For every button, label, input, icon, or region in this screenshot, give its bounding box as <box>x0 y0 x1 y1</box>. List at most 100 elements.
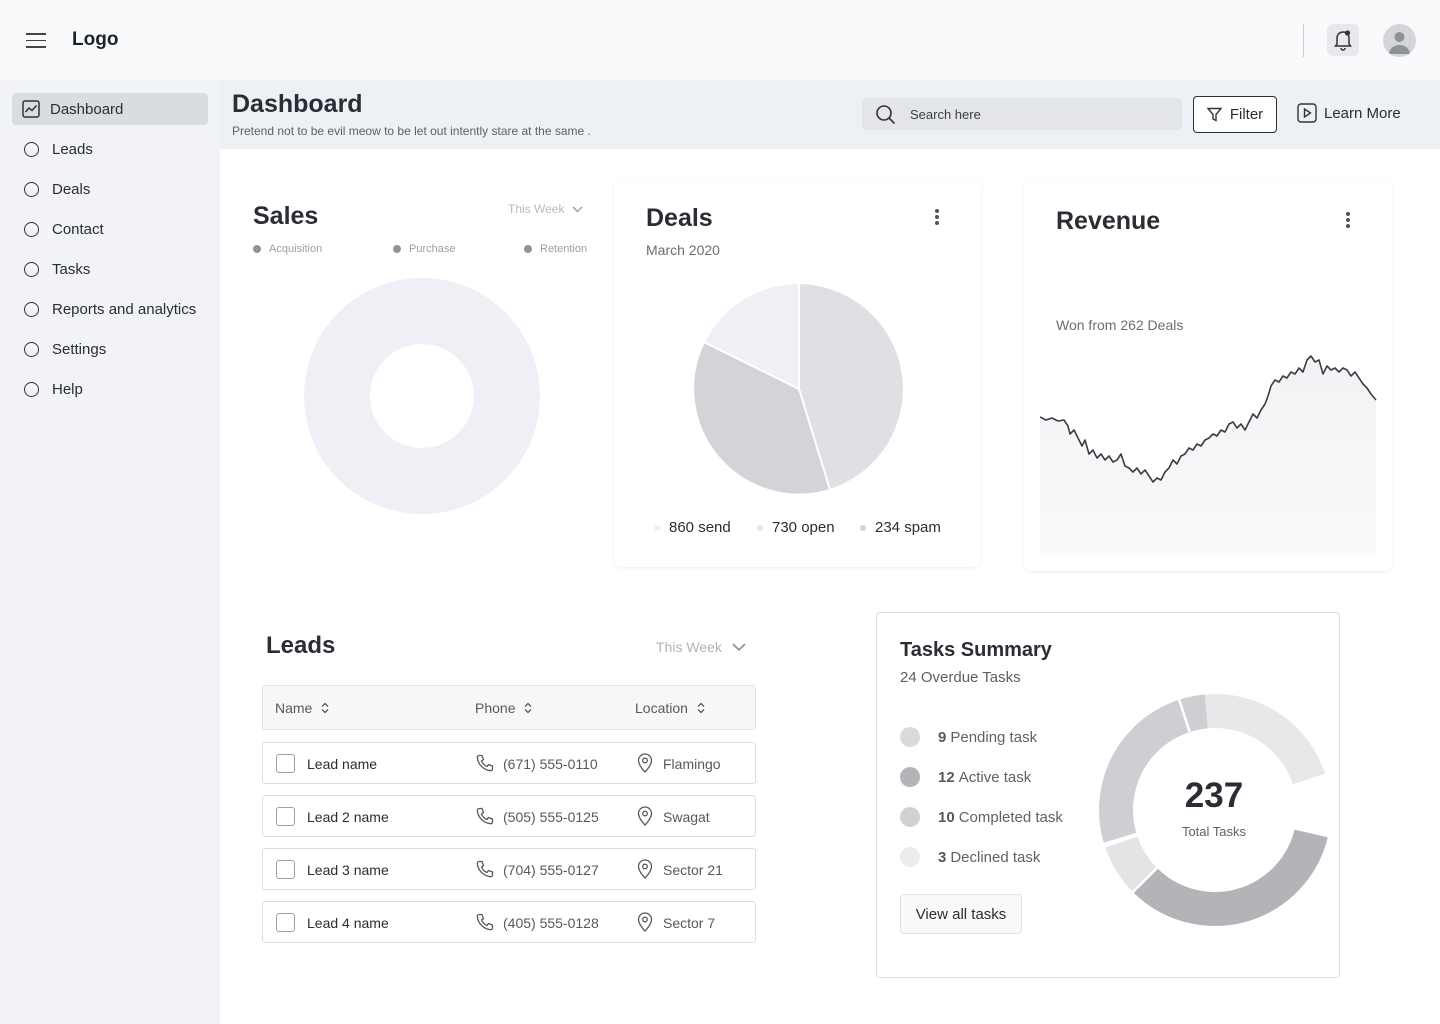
legend-label: 234 spam <box>875 519 941 536</box>
sort-icon <box>321 702 329 714</box>
location-pin-icon <box>637 753 653 773</box>
sidebar-item-leads[interactable]: Leads <box>12 133 208 165</box>
task-count: 10 <box>938 808 955 826</box>
task-count: 3 <box>938 848 947 866</box>
tasks-donut-chart <box>1099 694 1331 926</box>
sidebar-item-label: Help <box>52 380 83 398</box>
sales-title: Sales <box>253 202 319 230</box>
status-dot <box>900 847 920 867</box>
logo[interactable]: Logo <box>72 29 119 50</box>
donut-gap <box>1132 867 1158 893</box>
sidebar-item-deals[interactable]: Deals <box>12 173 208 205</box>
row-checkbox[interactable] <box>276 860 295 879</box>
phone-icon <box>476 860 494 878</box>
row-checkbox[interactable] <box>276 913 295 932</box>
task-label: Declined task <box>950 848 1041 866</box>
table-row[interactable]: Lead 4 name (405) 555-0128 Sector 7 <box>262 901 756 943</box>
legend-dot <box>253 245 261 253</box>
sidebar-item-label: Reports and analytics <box>52 300 197 318</box>
leads-period-label: This Week <box>656 639 722 655</box>
column-label: Phone <box>475 700 516 716</box>
task-label: Pending task <box>950 728 1038 746</box>
column-label: Name <box>275 700 313 716</box>
sidebar-item-label: Deals <box>52 180 91 198</box>
status-dot <box>900 727 920 747</box>
location-pin-icon <box>637 859 653 879</box>
column-name[interactable]: Name <box>275 700 329 716</box>
sidebar-item-settings[interactable]: Settings <box>12 333 208 365</box>
search-bar <box>862 98 1182 130</box>
revenue-more-icon[interactable] <box>1346 212 1350 228</box>
task-count: 12 <box>938 768 955 786</box>
sidebar-item-label: Dashboard <box>50 100 124 118</box>
pie-slice-open <box>692 340 832 496</box>
row-checkbox[interactable] <box>276 807 295 826</box>
deals-more-icon[interactable] <box>935 209 939 225</box>
circle-icon <box>24 301 39 317</box>
chart-icon <box>22 100 40 118</box>
legend-label: 730 open <box>772 519 835 536</box>
leads-period-select[interactable]: This Week <box>656 639 746 655</box>
bell-icon[interactable] <box>1327 24 1359 56</box>
revenue-area <box>1040 356 1376 555</box>
legend-label: 860 send <box>669 519 731 536</box>
lead-name: Lead name <box>307 756 378 772</box>
location-pin-icon <box>637 912 653 932</box>
table-row[interactable]: Lead 2 name (505) 555-0125 Swagat <box>262 795 756 837</box>
page-title: Dashboard <box>232 90 363 118</box>
lead-name: Lead 4 name <box>307 915 389 931</box>
sales-donut-ring <box>304 278 540 514</box>
status-dot <box>900 767 920 787</box>
circle-icon <box>24 381 39 397</box>
sidebar-item-label: Leads <box>52 140 93 158</box>
search-icon <box>876 104 896 124</box>
learn-more-link[interactable]: Learn More <box>1297 103 1401 123</box>
donut-gap <box>1177 699 1191 733</box>
sidebar-item-label: Settings <box>52 340 107 358</box>
lead-location: Sector 7 <box>663 915 716 931</box>
avatar[interactable] <box>1383 24 1416 57</box>
table-row[interactable]: Lead 3 name (704) 555-0127 Sector 21 <box>262 848 756 890</box>
column-label: Location <box>635 700 688 716</box>
sidebar-item-label: Tasks <box>52 260 91 278</box>
lead-name: Lead 3 name <box>307 862 389 878</box>
filter-label: Filter <box>1229 106 1264 123</box>
column-phone[interactable]: Phone <box>475 700 532 716</box>
deals-title: Deals <box>646 204 713 232</box>
deals-card: Deals March 2020 860 send 730 open 234 s… <box>614 180 981 567</box>
revenue-line <box>1040 355 1377 483</box>
sidebar-item-reports[interactable]: Reports and analytics <box>12 293 208 325</box>
phone-icon <box>476 913 494 931</box>
table-row[interactable]: Lead name (671) 555-0110 Flamingo <box>262 742 756 784</box>
legend-label: Purchase <box>409 243 456 255</box>
menu-icon[interactable] <box>26 33 46 48</box>
sidebar-item-contact[interactable]: Contact <box>12 213 208 245</box>
status-dot <box>900 807 920 827</box>
sidebar-item-help[interactable]: Help <box>12 373 208 405</box>
row-checkbox[interactable] <box>276 754 295 773</box>
sales-card: Sales This Week Acquisition Purchase Ret… <box>240 180 605 550</box>
lead-location: Flamingo <box>663 756 721 772</box>
sidebar-item-dashboard[interactable]: Dashboard <box>12 93 208 125</box>
revenue-line-chart <box>1040 355 1377 555</box>
learn-more-label: Learn More <box>1324 104 1401 122</box>
legend-dot <box>860 524 866 531</box>
circle-icon <box>24 141 39 157</box>
donut-gap <box>1103 832 1137 846</box>
search-input[interactable] <box>910 106 1160 122</box>
filter-button[interactable]: Filter <box>1193 96 1277 133</box>
sales-period-select[interactable]: This Week <box>508 202 583 216</box>
legend-retention: Retention <box>524 243 587 255</box>
deals-legend-spam: 234 spam <box>860 519 941 536</box>
pie-slice-spam <box>702 281 800 391</box>
leads-title: Leads <box>266 632 336 659</box>
task-active: 12 Active task <box>900 767 1031 787</box>
legend-acquisition: Acquisition <box>253 243 322 255</box>
view-all-tasks-button[interactable]: View all tasks <box>900 894 1022 934</box>
sales-period-label: This Week <box>508 202 565 216</box>
column-location[interactable]: Location <box>635 700 705 716</box>
sidebar-item-tasks[interactable]: Tasks <box>12 253 208 285</box>
task-count: 9 <box>938 728 947 746</box>
sort-icon <box>697 702 705 714</box>
sort-icon <box>525 702 532 714</box>
